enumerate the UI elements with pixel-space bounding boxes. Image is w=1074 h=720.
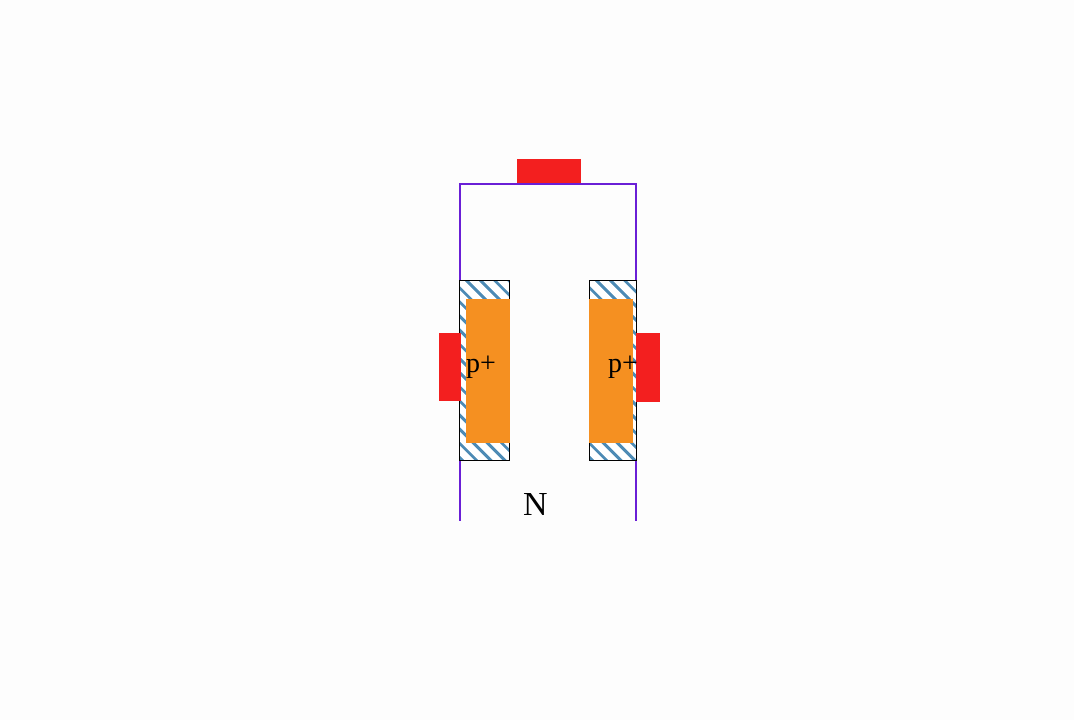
left-contact <box>439 333 461 401</box>
diagram-stage: p+ p+ N <box>0 0 1074 720</box>
right-contact <box>636 333 660 402</box>
label-p-left: p+ <box>466 348 496 380</box>
label-p-right: p+ <box>608 348 638 380</box>
label-n: N <box>523 486 548 524</box>
top-contact <box>517 159 581 183</box>
